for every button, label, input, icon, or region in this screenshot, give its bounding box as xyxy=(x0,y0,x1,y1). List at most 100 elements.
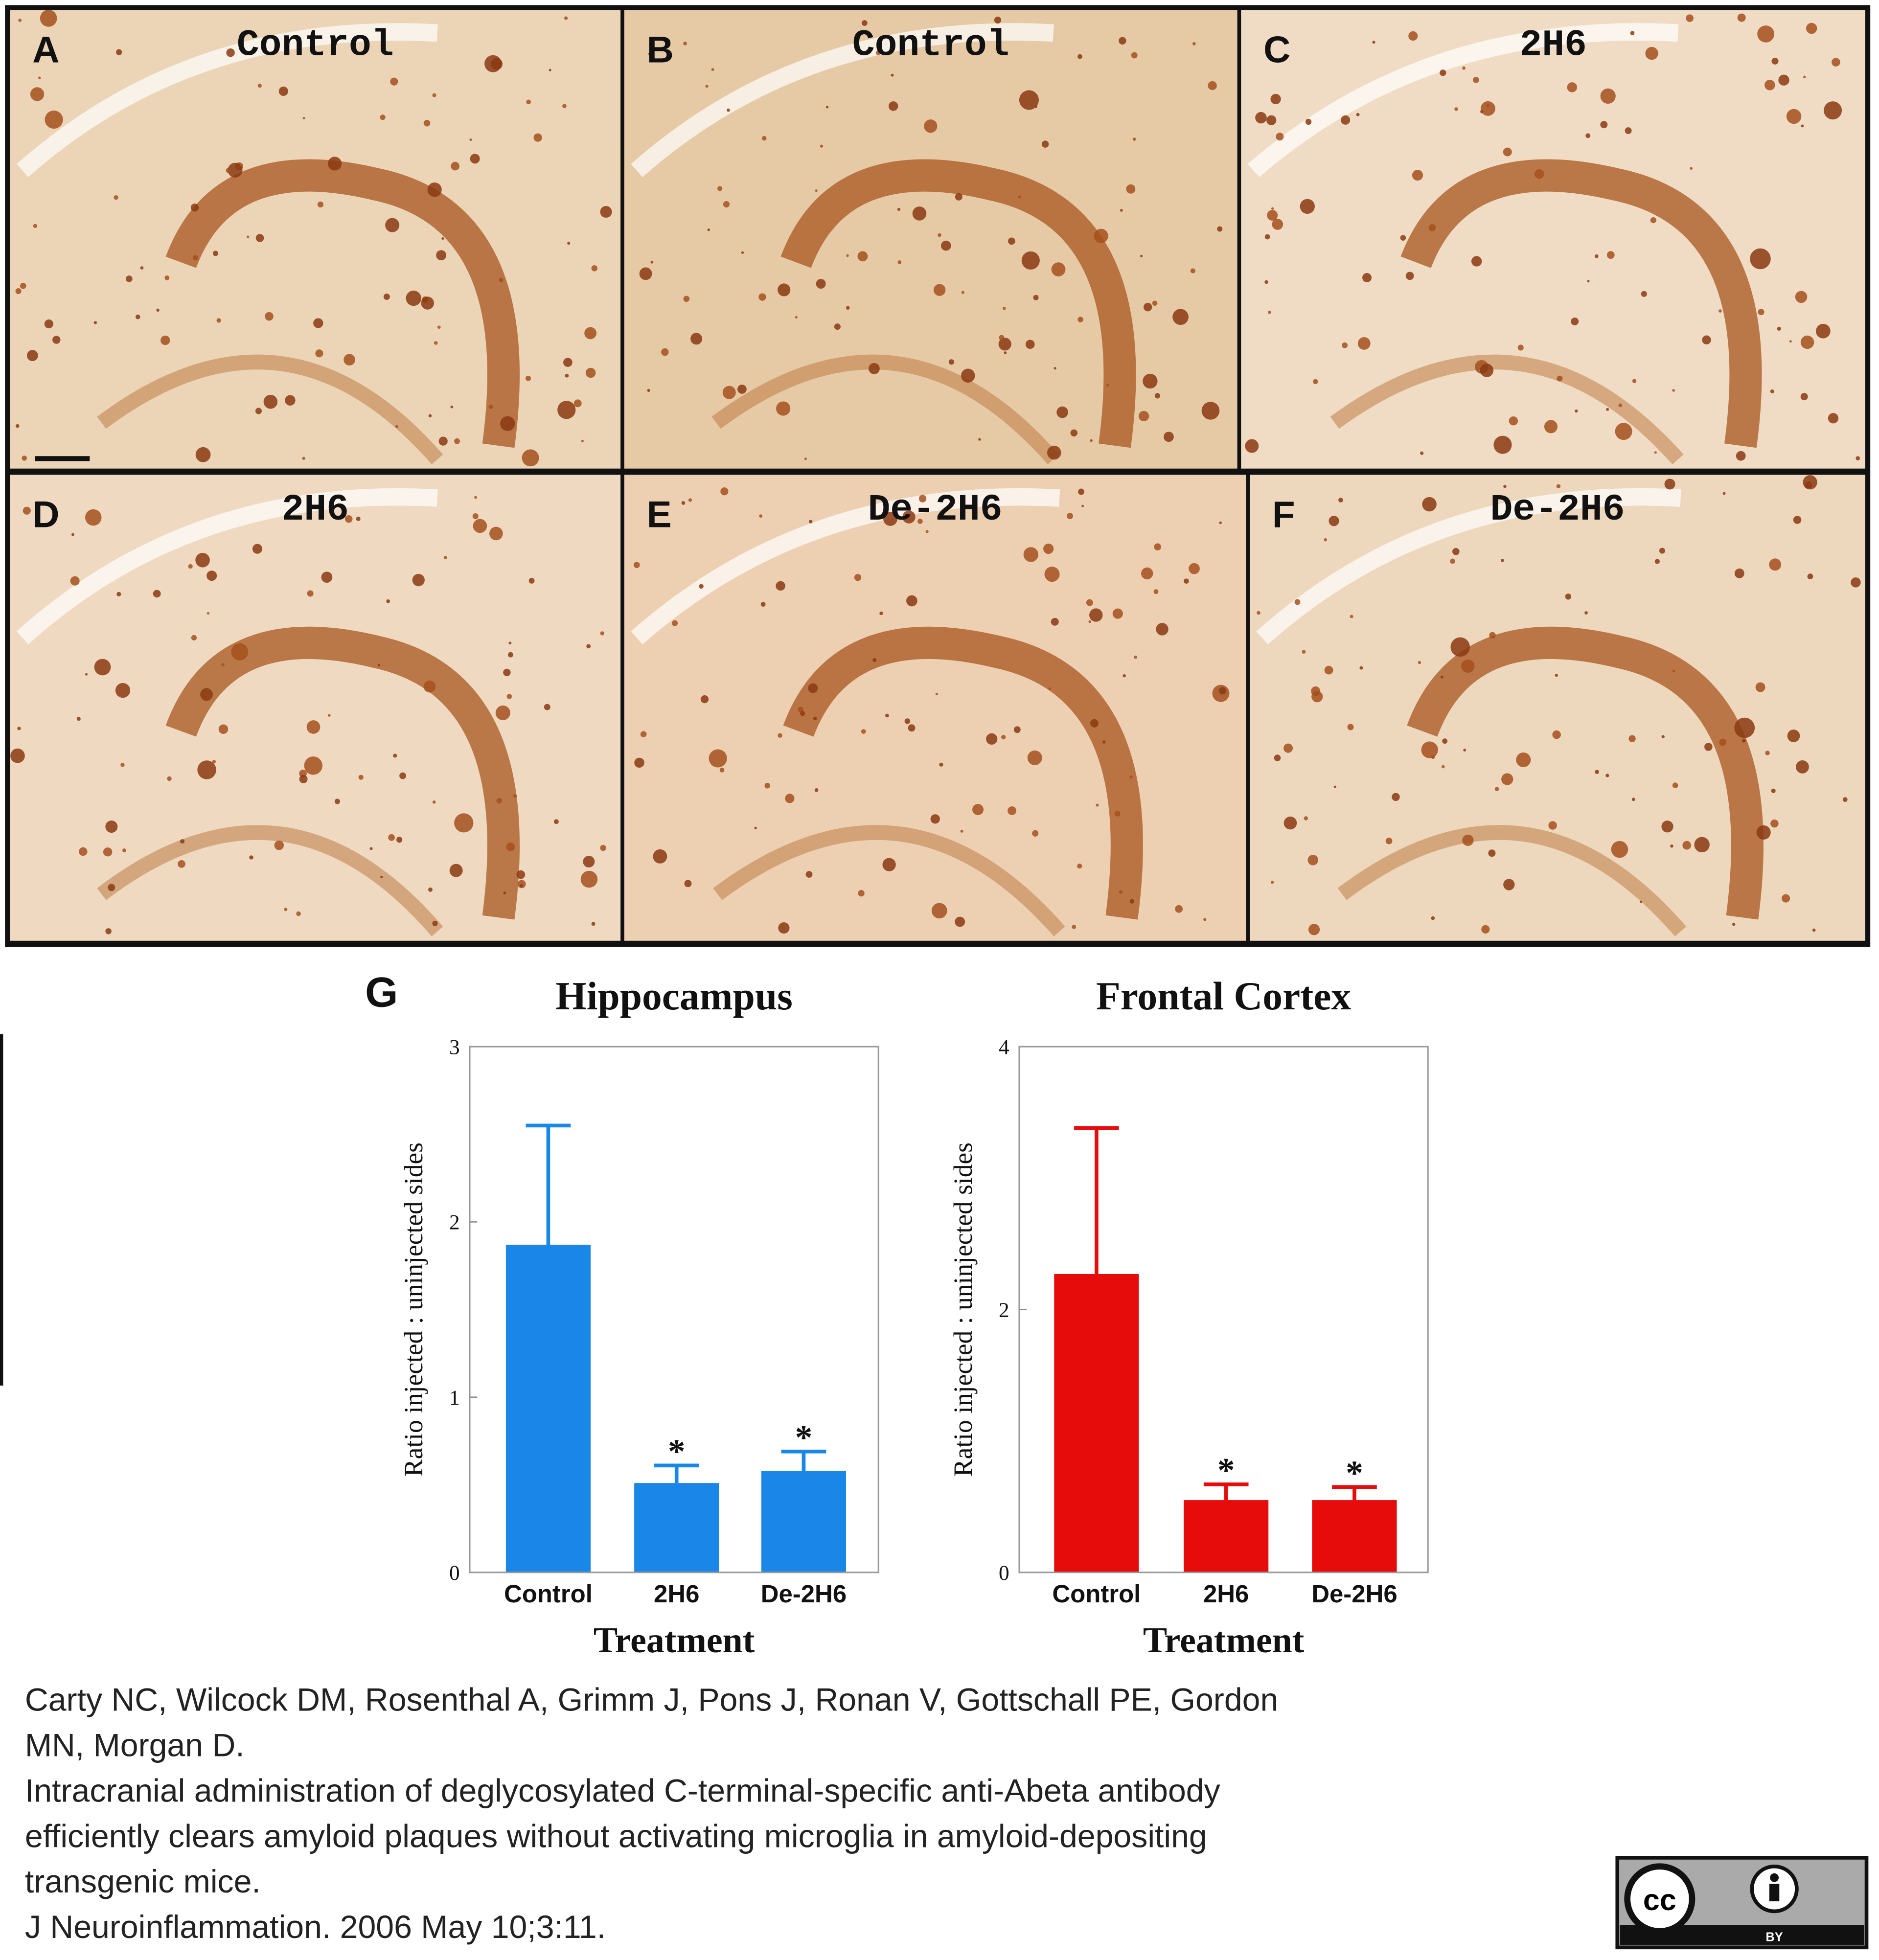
plaque xyxy=(1584,611,1588,615)
plaque xyxy=(1114,811,1121,817)
plaque xyxy=(719,768,725,773)
plaque xyxy=(813,716,817,721)
plaque xyxy=(861,729,866,734)
citation-line: efficiently clears amyloid plaques witho… xyxy=(25,1818,1207,1854)
plaque xyxy=(1359,666,1363,670)
plaque xyxy=(1472,77,1479,83)
panel-letter: F xyxy=(1272,494,1295,535)
plaque xyxy=(938,233,941,237)
plaque xyxy=(1347,724,1354,730)
plaque xyxy=(705,85,709,88)
plaque xyxy=(1452,547,1460,555)
plaque xyxy=(583,856,595,868)
plaque xyxy=(917,519,923,524)
plaque xyxy=(105,820,118,833)
plaque xyxy=(948,359,955,365)
plaque xyxy=(156,308,160,312)
plaque xyxy=(1786,109,1802,124)
plaque xyxy=(192,255,198,261)
plaque xyxy=(489,526,503,541)
plaque xyxy=(45,110,63,129)
plaque xyxy=(727,108,730,112)
plaque xyxy=(1025,340,1035,349)
plaque xyxy=(1219,521,1222,524)
y-tick-label: 4 xyxy=(999,1036,1009,1059)
plaque xyxy=(650,261,653,264)
plaque xyxy=(814,788,819,792)
plaque xyxy=(377,663,381,667)
plaque xyxy=(226,48,235,57)
plaque xyxy=(1673,669,1675,673)
plaque xyxy=(1362,273,1372,282)
plaque xyxy=(861,20,868,26)
plaque xyxy=(472,513,479,520)
plaque xyxy=(1503,147,1512,157)
x-axis-label: Treatment xyxy=(594,1620,755,1660)
micrograph xyxy=(1250,475,1865,941)
tissue-fold xyxy=(1248,23,1679,178)
panel-title: 2H6 xyxy=(1519,23,1587,66)
plaque xyxy=(1119,890,1123,894)
plaque xyxy=(960,829,963,833)
plaque xyxy=(1342,342,1348,348)
plaque xyxy=(1131,52,1138,59)
plaque xyxy=(1054,367,1056,370)
plaque xyxy=(1517,344,1524,351)
plaque xyxy=(1032,830,1039,837)
plaque xyxy=(1154,393,1160,399)
plaque xyxy=(1516,752,1531,768)
plaque xyxy=(912,206,927,221)
plaque xyxy=(1625,127,1632,135)
plaque xyxy=(1154,543,1161,551)
plaque xyxy=(1500,559,1504,562)
plaque xyxy=(600,631,604,636)
plaque xyxy=(931,903,947,919)
plaque xyxy=(1734,717,1755,738)
plaque xyxy=(647,388,650,392)
plaque xyxy=(500,416,515,431)
plaque xyxy=(1631,798,1635,801)
plaque xyxy=(1300,199,1315,214)
plaque xyxy=(585,367,596,378)
cc-circle xyxy=(1624,1863,1696,1935)
plaque xyxy=(126,275,133,282)
plaque xyxy=(717,186,723,191)
error-bar xyxy=(654,1463,699,1483)
plaque xyxy=(428,887,433,892)
plaque xyxy=(868,363,880,374)
micrograph xyxy=(1241,10,1865,469)
plaque xyxy=(285,395,296,406)
plaque xyxy=(302,456,305,460)
plaque xyxy=(296,911,301,916)
plaque xyxy=(904,718,911,724)
plaque xyxy=(1807,573,1813,580)
plaque xyxy=(1067,513,1073,520)
plaque xyxy=(1274,754,1281,761)
plaque xyxy=(191,635,197,641)
plaque xyxy=(1764,80,1775,91)
plaque xyxy=(396,837,403,843)
plaque xyxy=(1755,682,1765,692)
plaque xyxy=(1803,475,1817,490)
plaque xyxy=(1632,379,1637,384)
plaque xyxy=(999,335,1005,341)
plaque xyxy=(1192,42,1196,46)
plaque xyxy=(1123,674,1126,678)
plaque xyxy=(1217,226,1223,232)
plaque xyxy=(1442,765,1445,769)
plaque xyxy=(122,848,126,853)
plaque xyxy=(1771,788,1776,794)
plaque xyxy=(1051,617,1059,626)
x-tick-label: 2H6 xyxy=(1203,1580,1249,1608)
plaque xyxy=(1164,432,1174,442)
plaque xyxy=(1503,879,1515,890)
plaque xyxy=(265,312,274,321)
stained-layer xyxy=(713,825,1065,936)
plaque xyxy=(1801,124,1804,128)
micrograph xyxy=(10,10,621,469)
plaque xyxy=(437,325,441,329)
plaque xyxy=(1255,112,1267,124)
plaque xyxy=(263,394,278,409)
plaque xyxy=(918,495,927,502)
plaque xyxy=(428,414,432,418)
